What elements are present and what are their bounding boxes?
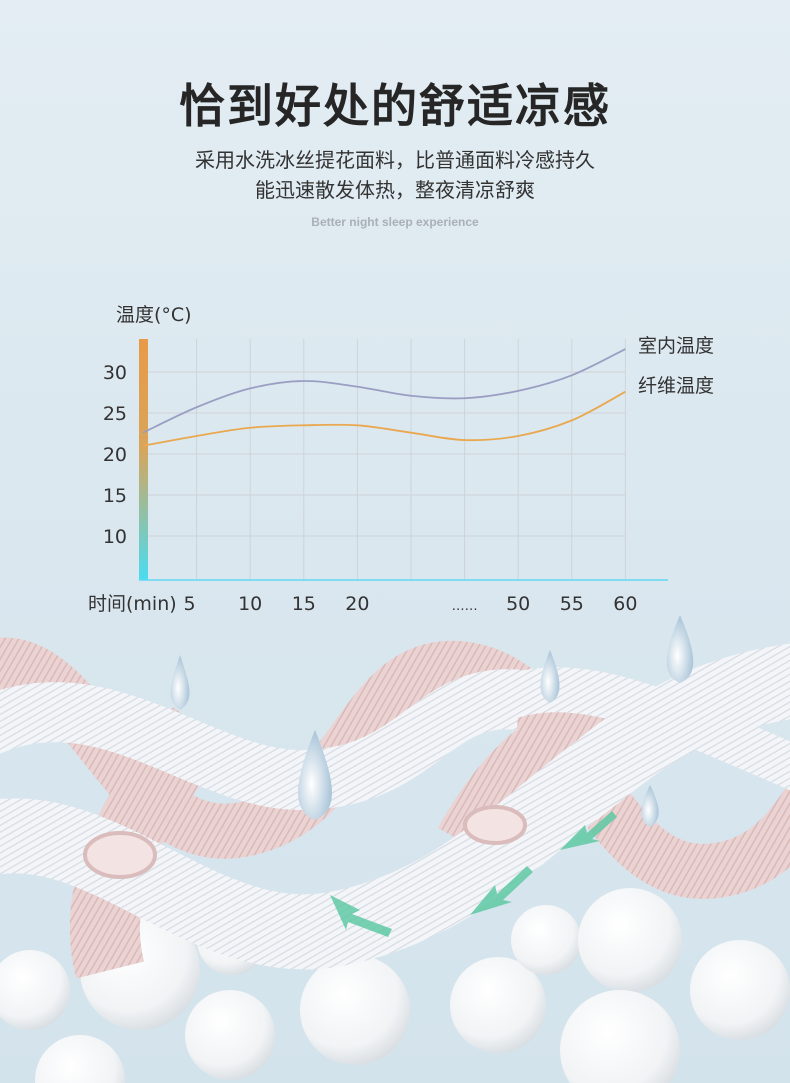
page-title: 恰到好处的舒适凉感 [179,79,611,133]
x-tick-label: 15 [292,593,316,615]
y-axis-label: 温度(°C) [116,304,192,326]
fiber-illustration [0,615,790,1083]
x-tick-label: 5 [184,593,196,615]
water-droplets [170,615,694,827]
fiber-openings [83,805,527,879]
x-tick-label: 55 [560,593,584,615]
x-tick-label: 50 [506,593,530,615]
legend-label-0: 室内温度 [638,335,714,357]
x-tick-label: 20 [345,593,369,615]
y-axis-bar [139,339,148,580]
subtitle-line-1: 采用水洗冰丝提花面料，比普通面料冷感持久 [195,148,595,172]
subtitle-line-2: 能迅速散发体热，整夜清凉舒爽 [255,178,535,202]
chart-grid [148,339,626,580]
temperature-chart: 温度(°C) 时间(min) 30 25 20 15 10 5 10 15 20 …… 50 55 6… [88,304,714,615]
y-tick-label: 10 [103,526,127,548]
x-tick-label: 10 [238,593,262,615]
airflow-arrows [330,811,617,937]
legend-label-1: 纤维温度 [638,375,714,397]
cotton-balls [0,888,790,1083]
y-tick-label: 25 [103,403,127,425]
y-tick-label: 20 [103,444,127,466]
y-tick-label: 30 [103,362,127,384]
y-tick-label: 15 [103,485,127,507]
english-tagline: Better night sleep experience [311,215,479,229]
x-axis-label: 时间(min) [88,593,177,615]
x-tick-label: 60 [613,593,637,615]
x-tick-label: …… [452,599,478,614]
series-line-0 [142,348,626,434]
series-line-1 [142,390,626,447]
